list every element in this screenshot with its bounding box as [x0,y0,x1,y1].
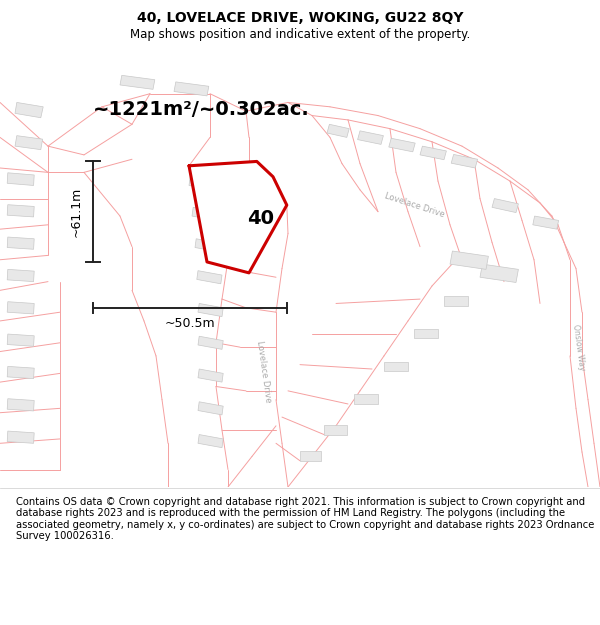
Polygon shape [7,173,34,186]
Polygon shape [189,161,287,273]
Polygon shape [192,208,217,221]
Polygon shape [197,271,222,284]
Polygon shape [189,177,214,190]
Polygon shape [7,366,34,379]
Text: ~61.1m: ~61.1m [69,187,82,237]
Text: Contains OS data © Crown copyright and database right 2021. This information is : Contains OS data © Crown copyright and d… [16,497,594,541]
Text: 40, LOVELACE DRIVE, WOKING, GU22 8QY: 40, LOVELACE DRIVE, WOKING, GU22 8QY [137,11,463,25]
Polygon shape [198,369,223,382]
Text: Lovelace Drive: Lovelace Drive [383,191,445,219]
Polygon shape [450,251,488,269]
Text: 40: 40 [248,209,275,227]
Polygon shape [7,237,34,249]
Polygon shape [300,451,321,461]
Polygon shape [414,329,438,338]
Polygon shape [120,76,155,89]
Polygon shape [7,205,34,217]
Polygon shape [327,124,349,138]
Polygon shape [15,136,43,149]
Polygon shape [7,269,34,282]
Polygon shape [7,334,34,346]
Polygon shape [451,154,478,168]
Text: Onslow Way: Onslow Way [571,324,587,371]
Polygon shape [7,431,34,443]
Polygon shape [492,199,518,212]
Polygon shape [389,138,415,152]
Text: ~1221m²/~0.302ac.: ~1221m²/~0.302ac. [93,100,310,119]
Polygon shape [7,399,34,411]
Polygon shape [174,82,209,96]
Polygon shape [195,239,220,252]
Polygon shape [354,394,378,404]
Polygon shape [198,336,223,349]
Polygon shape [198,434,223,447]
Polygon shape [324,425,347,434]
Polygon shape [198,402,223,415]
Polygon shape [384,362,408,371]
Polygon shape [358,131,383,144]
Polygon shape [420,146,446,159]
Polygon shape [15,102,43,118]
Polygon shape [444,296,468,306]
Text: Lovelace Drive: Lovelace Drive [255,339,273,402]
Polygon shape [7,302,34,314]
Polygon shape [480,264,518,282]
Polygon shape [533,216,559,229]
Text: Map shows position and indicative extent of the property.: Map shows position and indicative extent… [130,28,470,41]
Polygon shape [198,304,223,317]
Text: ~50.5m: ~50.5m [164,318,215,331]
